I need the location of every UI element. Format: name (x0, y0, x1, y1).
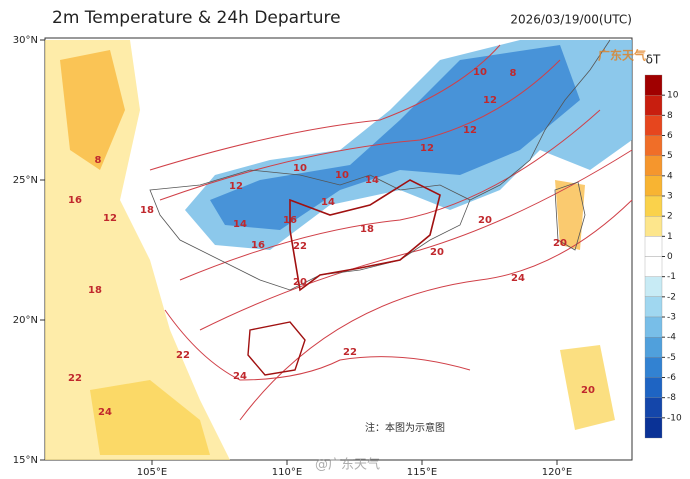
contour-label: 20 (553, 238, 567, 249)
contour (199, 149, 633, 331)
cold-area (210, 45, 580, 230)
contour-label: 14 (321, 197, 335, 208)
contour-label: 22 (176, 350, 190, 361)
watermark-logo: 广东天气 (598, 48, 646, 63)
taiwan-coast (554, 181, 586, 251)
colorbar-swatch (644, 95, 663, 116)
contour-label: 14 (233, 219, 247, 230)
colorbar-tick-label: 8 (667, 111, 673, 121)
contour-label: 22 (343, 347, 357, 358)
contour (179, 109, 601, 281)
colorbar-tick-label: -3 (667, 313, 676, 323)
title: 2m Temperature & 24h Departure (52, 8, 341, 28)
warm-area (560, 345, 615, 430)
contour-label: 12 (463, 125, 477, 136)
contour-label: 20 (293, 277, 307, 288)
colorbar-swatch (644, 216, 663, 237)
coastline (469, 39, 611, 201)
colorbar-tick-label: -1 (667, 272, 676, 282)
colorbar-tick-label: 0 (667, 252, 673, 262)
warm-area (555, 180, 585, 250)
colorbar-swatch (644, 357, 663, 378)
colorbar-swatch (644, 276, 663, 297)
colorbar-tick-label: -2 (667, 292, 676, 302)
contour-label: 12 (229, 181, 243, 192)
lon-tick-label: 115°E (407, 467, 437, 478)
contour-label: 16 (283, 215, 297, 226)
contour-label: 18 (140, 205, 154, 216)
contour-label: 8 (510, 68, 517, 79)
colorbar-swatch (644, 316, 663, 338)
guangdong-border (289, 179, 441, 292)
contour-label: 16 (68, 195, 82, 206)
warm-area (90, 380, 210, 455)
map-area: 注：本图为示意图 广东天气 @广东天气 (44, 37, 646, 473)
contour-label: 22 (68, 373, 82, 384)
colorbar-swatch (644, 135, 663, 156)
contour-label: 12 (103, 213, 117, 224)
colorbar-tick-label: 2 (667, 212, 673, 222)
contour-label: 20 (478, 215, 492, 226)
colorbar-tick-label: -8 (667, 393, 676, 403)
timestamp: 2026/03/19/00(UTC) (510, 13, 632, 27)
colorbar-swatch (644, 236, 663, 257)
colorbar-swatch (644, 175, 663, 197)
colorbar-swatch (644, 377, 663, 398)
contour-label: 22 (293, 241, 307, 252)
lon-tick-label: 110°E (272, 467, 302, 478)
lat-tick-label: 30°N (13, 35, 38, 46)
colorbar-tick-label: 4 (667, 171, 673, 181)
watermark-handle: @广东天气 (315, 457, 380, 473)
lat-tick-label: 25°N (13, 175, 38, 186)
lat-tick-label: 15°N (13, 455, 38, 466)
colorbar-tick-label: 1 (667, 232, 673, 242)
hainan-border (247, 321, 306, 376)
colorbar-tick-label: -6 (667, 373, 676, 383)
colorbar-swatch (644, 195, 663, 217)
contour-label: 8 (95, 155, 102, 166)
colorbar-swatch (644, 397, 663, 418)
contour-label: 24 (98, 407, 112, 418)
colorbar-label: δT (646, 53, 661, 67)
contour-label: 24 (511, 273, 525, 284)
contour-label: 10 (293, 163, 307, 174)
colorbar-tick-label: 3 (667, 192, 673, 202)
contour (164, 309, 471, 381)
colorbar-swatch (644, 296, 663, 318)
province-border (149, 169, 471, 291)
colorbar-swatch (644, 337, 663, 358)
lon-tick-label: 120°E (542, 467, 572, 478)
colorbar-swatch (644, 155, 663, 176)
colorbar-tick-label: -5 (667, 353, 676, 363)
colorbar-tick-label: 5 (667, 151, 673, 161)
colorbar-swatch (644, 256, 663, 277)
colorbar-swatch (644, 417, 663, 439)
contour-label: 12 (420, 143, 434, 154)
contour-label: 14 (365, 175, 379, 186)
contour-label: 24 (233, 371, 247, 382)
contour (239, 199, 633, 421)
colorbar-swatch (644, 74, 663, 96)
contour-label: 18 (360, 224, 374, 235)
colorbar-swatch (644, 115, 663, 136)
colorbar-tick-label: 6 (667, 131, 673, 141)
contour-label: 10 (335, 170, 349, 181)
colorbar-tick-label: -10 (667, 413, 682, 423)
colorbar-tick-label: 10 (667, 91, 679, 101)
lon-tick-label: 105°E (137, 467, 167, 478)
note: 注：本图为示意图 (365, 421, 445, 434)
warm-area (60, 50, 125, 170)
contour-label: 20 (430, 247, 444, 258)
contour (149, 44, 501, 171)
contour-label: 18 (88, 285, 102, 296)
contour-label: 12 (483, 95, 497, 106)
lat-tick-label: 20°N (13, 315, 38, 326)
contour-label: 16 (251, 240, 265, 251)
colorbar-tick-label: -4 (667, 333, 676, 343)
contour (159, 59, 561, 201)
contour-label: 10 (473, 67, 487, 78)
contour-label: 20 (581, 385, 595, 396)
